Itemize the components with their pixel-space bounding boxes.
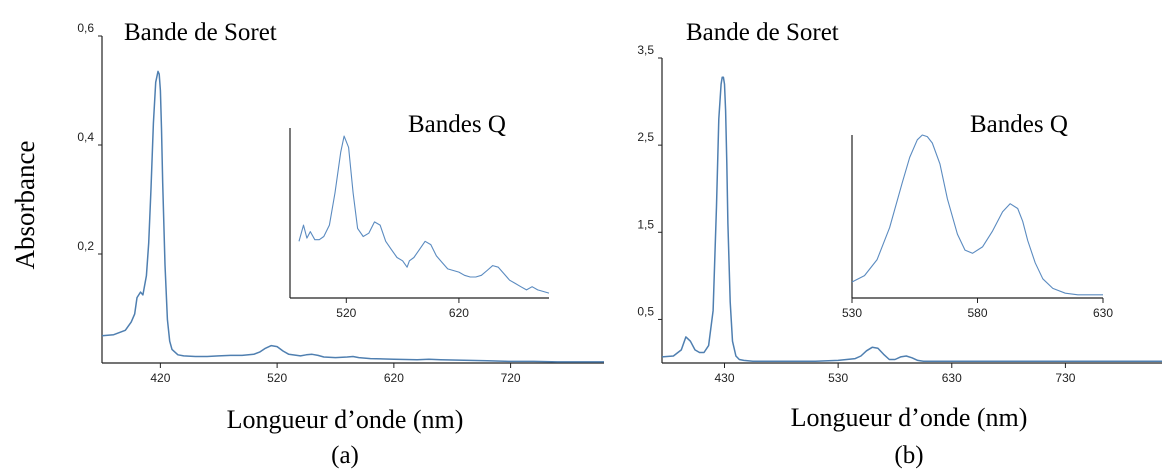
panel-a-y-tick-label: 0,4 [77, 130, 94, 144]
panel-b-x-tick-label: 530 [828, 371, 848, 385]
panel-b-y-tick-label: 0,5 [637, 304, 654, 318]
panel-b-letter: (b) [894, 442, 923, 469]
panel-a-x-tick-label: 620 [384, 371, 404, 385]
panel-b-y-tick-label: 3,5 [637, 43, 654, 57]
panel-b-x-tick-label: 730 [1055, 371, 1075, 385]
panel-a-soret-label: Bande de Soret [124, 19, 277, 46]
panel-b-spectrum-line [661, 76, 1162, 363]
panel-b-x-tick-label: 630 [942, 371, 962, 385]
panel-b-inset-x-tick-label: 530 [842, 306, 862, 320]
panel-b-inset-spectrum-line [851, 134, 1103, 296]
panel-b-inset-x-tick-label: 630 [1093, 306, 1113, 320]
panel-a-inset-x-tick-label: 520 [336, 306, 356, 320]
panel-a-y-tick-label: 0,2 [77, 239, 94, 253]
panel-a-x-tick-label: 720 [501, 371, 521, 385]
panel-b-x-tick-label: 430 [714, 371, 734, 385]
panel-b-soret-label: Bande de Soret [686, 19, 839, 46]
panel-a-x-tick-label: 520 [267, 371, 287, 385]
panel-a-q-label: Bandes Q [408, 111, 506, 138]
panel-a-main-axes: 420 520 620 720 0,2 0,4 0,6 [77, 21, 604, 385]
panel-b-q-label: Bandes Q [970, 111, 1068, 138]
panel-b-x-axis-label: Longueur d’onde (nm) [791, 403, 1028, 432]
panel-a-x-tick-label: 420 [150, 371, 170, 385]
panel-b-main-axes: 430 530 630 730 0,5 1,5 2,5 3,5 [637, 43, 1162, 385]
panel-a-inset-axes: 520 620 [289, 128, 550, 320]
panel-a-letter: (a) [331, 442, 359, 469]
panel-a-y-tick-label: 0,6 [77, 21, 94, 35]
panel-a-x-axis-label: Longueur d’onde (nm) [227, 405, 464, 434]
panel-a-spectrum-line [101, 70, 604, 363]
panel-b-y-tick-label: 2,5 [637, 130, 654, 144]
panel-b: 430 530 630 730 0,5 1,5 2,5 3,5 530 580 630 Bande… [637, 19, 1162, 469]
panel-a: 420 520 620 720 0,2 0,4 0,6 520 620 Bande de So… [77, 19, 604, 469]
y-axis-label: Absorbance [10, 141, 40, 270]
panel-b-inset-x-tick-label: 580 [967, 306, 987, 320]
panel-a-inset-spectrum-line [298, 135, 550, 294]
panel-a-inset-x-tick-label: 620 [449, 306, 469, 320]
panel-b-y-tick-label: 1,5 [637, 217, 654, 231]
panel-b-inset-axes: 530 580 630 [842, 134, 1113, 320]
